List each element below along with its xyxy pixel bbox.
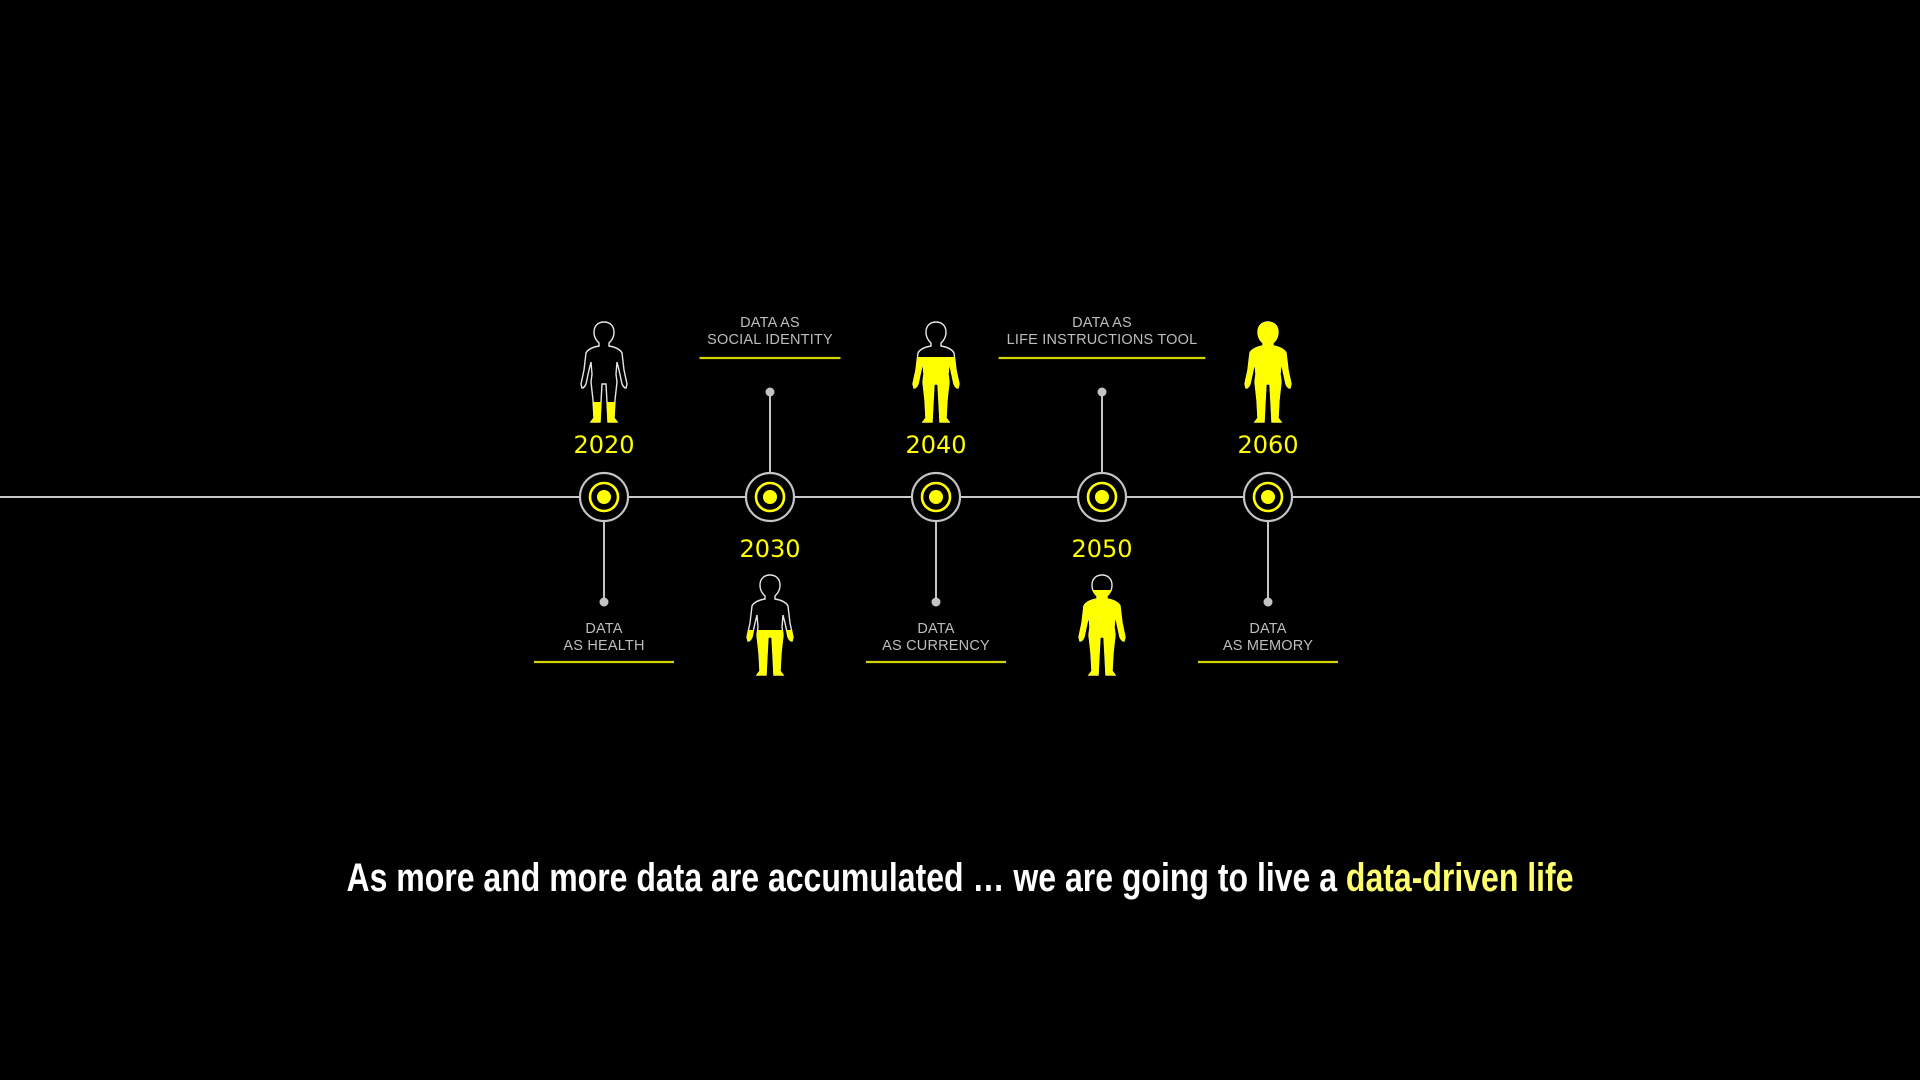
node-inner-ring (1086, 481, 1118, 513)
connector-end-dot (765, 387, 775, 397)
figure-fill-shape (1244, 322, 1292, 423)
node-inner-ring (588, 481, 620, 513)
label-line: AS HEALTH (563, 638, 644, 654)
node-center-dot (1095, 490, 1109, 504)
node-center-dot (929, 490, 943, 504)
label-line: DATA AS (1072, 315, 1132, 331)
caption: As more and more data are accumulated … … (192, 856, 1728, 901)
connector-end-dot (931, 597, 941, 607)
label-line: SOCIAL IDENTITY (707, 332, 833, 348)
node-center-dot (1261, 490, 1275, 504)
node-center-dot (763, 490, 777, 504)
figure-fill (1244, 322, 1292, 423)
label-line: AS CURRENCY (882, 638, 990, 654)
figure-outline (580, 321, 628, 423)
caption-highlight: data-driven life (1345, 856, 1574, 900)
node-inner-ring (754, 481, 786, 513)
figure-fill-group (1244, 322, 1292, 423)
label-line: DATA (1249, 621, 1286, 637)
label-line: AS MEMORY (1223, 638, 1313, 654)
year-label: 2050 (1071, 535, 1132, 563)
caption-text: As more and more data are accumulated … … (346, 856, 1346, 900)
connector-end-dot (599, 597, 609, 607)
node-center-dot (597, 490, 611, 504)
label-line: LIFE INSTRUCTIONS TOOL (1007, 332, 1198, 348)
human-figure-icon (746, 574, 794, 676)
year-label: 2020 (573, 431, 634, 459)
figure-fill (1078, 590, 1126, 676)
node-inner-ring (920, 481, 952, 513)
node-inner-ring (1252, 481, 1284, 513)
figure-fill-shape (1078, 590, 1126, 676)
human-figure-icon (580, 321, 628, 423)
connector-end-dot (1097, 387, 1107, 397)
label-line: DATA (917, 621, 954, 637)
label-line: DATA (585, 621, 622, 637)
figure-fill-group (1078, 590, 1126, 676)
connector-end-dot (1263, 597, 1273, 607)
label-line: DATA AS (740, 315, 800, 331)
year-label: 2030 (739, 535, 800, 563)
figure-outline (746, 574, 794, 676)
year-label: 2040 (905, 431, 966, 459)
year-label: 2060 (1237, 431, 1298, 459)
